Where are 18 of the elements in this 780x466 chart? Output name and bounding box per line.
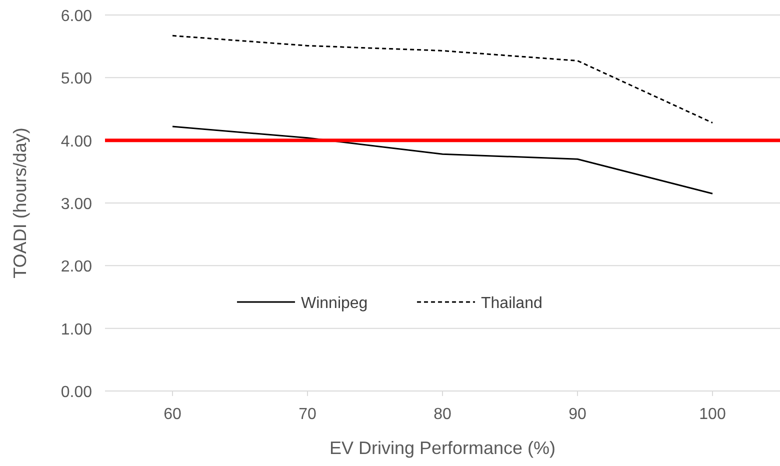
y-tick-label: 1.00 bbox=[60, 321, 92, 338]
x-axis-title: EV Driving Performance (%) bbox=[329, 438, 556, 458]
line-series bbox=[172, 34, 714, 124]
legend-label: Thailand bbox=[481, 295, 542, 312]
y-tick-label: 5.00 bbox=[60, 70, 92, 88]
y-tick-label: 4.00 bbox=[60, 133, 92, 150]
x-tick-label: 60 bbox=[164, 406, 182, 423]
y-axis-title: TOADI (hours/day) bbox=[10, 128, 30, 278]
y-tick-label: 0.00 bbox=[60, 384, 92, 401]
x-tick-label: 100 bbox=[699, 406, 726, 423]
y-tick-label: 6.00 bbox=[60, 8, 92, 25]
line-series bbox=[172, 126, 714, 194]
y-tick-label: 3.00 bbox=[60, 196, 92, 213]
y-tick-label: 2.00 bbox=[60, 258, 92, 276]
x-tick-label: 90 bbox=[568, 406, 586, 423]
x-tick-label: 70 bbox=[298, 406, 316, 423]
legend-label: Winnipeg bbox=[301, 295, 368, 312]
x-tick-label: 80 bbox=[434, 406, 452, 423]
